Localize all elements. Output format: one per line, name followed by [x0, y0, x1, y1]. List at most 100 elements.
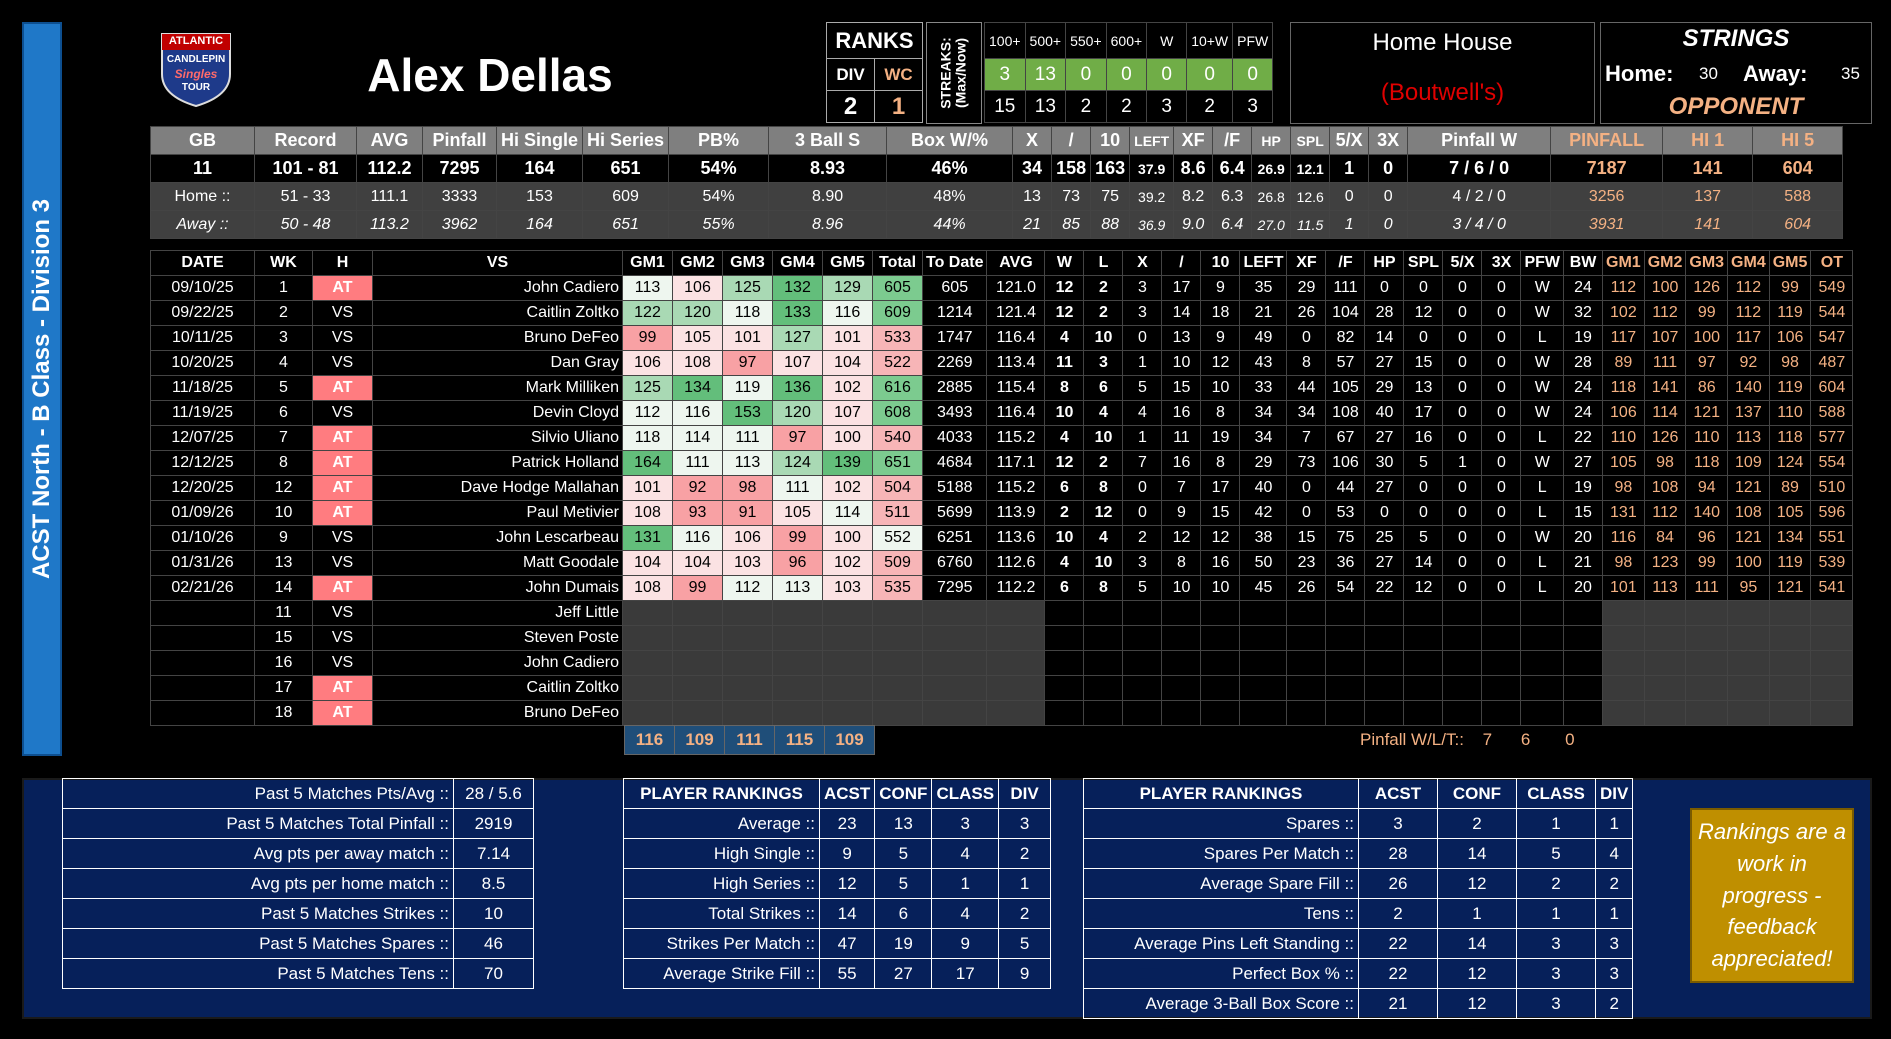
stats-total-cell: 101 - 81: [254, 154, 357, 183]
empty-cell: [822, 625, 873, 651]
empty-cell: [1602, 600, 1645, 626]
game-cell: 10/11/25: [150, 325, 255, 351]
rank-cell: 19: [874, 928, 933, 959]
game-cell: 126: [1643, 425, 1687, 451]
game-cell: 2: [1083, 275, 1124, 301]
game-cell: 0: [1481, 550, 1522, 576]
games-header-cell: GM1: [1602, 250, 1645, 276]
empty-cell: [1810, 625, 1854, 651]
games-header-cell: X: [1122, 250, 1163, 276]
empty-cell: [1520, 600, 1565, 626]
game-cell: 121.4: [986, 300, 1046, 326]
streak-now: 3: [1232, 90, 1274, 123]
game-cell: 19: [1563, 475, 1604, 501]
game-cell: 137: [1727, 400, 1770, 426]
stats-total-cell: 8.93: [768, 154, 888, 183]
game-cell: 112: [722, 575, 773, 601]
game-cell: 104: [1325, 300, 1366, 326]
rank-cell: 47: [818, 928, 876, 959]
empty-cell: [672, 675, 723, 701]
rank-cell: 3: [1358, 808, 1438, 839]
game-cell: VS: [312, 325, 373, 351]
game-cell: 12: [1200, 350, 1241, 376]
stats-home-cell: 48%: [886, 182, 1014, 211]
logo-line-3: Singles: [174, 67, 218, 81]
game-cell: 106: [672, 275, 723, 301]
game-cell: 0: [1481, 350, 1522, 376]
streak-header: 500+: [1024, 22, 1067, 59]
streak-now: 15: [984, 90, 1026, 123]
streak-header: W: [1146, 22, 1188, 59]
stats-home-cell: Home ::: [150, 182, 255, 211]
game-cell: 107: [772, 350, 823, 376]
empty-cell: [986, 675, 1046, 701]
streak-max: 0: [1232, 58, 1274, 91]
stats-header-cell: AVG: [356, 126, 423, 155]
rank-cell: Perfect Box % ::: [1083, 958, 1359, 989]
games-header-cell: GM4: [772, 250, 823, 276]
empty-cell: [1442, 650, 1483, 676]
game-cell: 29: [1239, 450, 1288, 476]
game-cell: 40: [1239, 475, 1288, 501]
rank-cell: 5: [1516, 838, 1596, 869]
game-row: 09/22/25 2 VS Caitlin Zoltko 122 120 118 133 116…: [150, 300, 1854, 326]
game-cell: 10: [254, 500, 313, 526]
stats-header-cell: HI 5: [1752, 126, 1844, 155]
game-cell: Patrick Holland: [372, 450, 623, 476]
game-cell: 125: [722, 275, 773, 301]
empty-cell: [1768, 600, 1812, 626]
empty-cell: [1727, 625, 1770, 651]
empty-cell: [1727, 600, 1770, 626]
empty-cell: [1685, 625, 1729, 651]
game-cell: VS: [312, 525, 373, 551]
empty-cell: [1200, 650, 1241, 676]
game-cell: 0: [1364, 500, 1405, 526]
game-cell: 101: [622, 475, 673, 501]
game-cell: 82: [1325, 325, 1366, 351]
game-cell: 98: [1643, 450, 1687, 476]
game-cell: 116: [822, 300, 873, 326]
empty-cell: [772, 675, 823, 701]
game-cell: 8: [1286, 350, 1327, 376]
past5-row: Past 5 Matches Strikes :: 10: [62, 898, 534, 929]
streak-now: 13: [1024, 90, 1067, 123]
stats-header-cell: LEFT: [1129, 126, 1175, 155]
empty-cell: [921, 650, 988, 676]
game-cell: 140: [1727, 375, 1770, 401]
streak-header: 10+W: [1186, 22, 1234, 59]
games-header-row: DATE WK H VS GM1 GM2 GM3 GM4 GM5 Total To Date AVG W…: [150, 250, 1854, 276]
empty-cell: [1602, 625, 1645, 651]
game-cell: 106: [1602, 400, 1645, 426]
game-cell: 9: [254, 525, 313, 551]
rank-cell: 3: [998, 808, 1052, 839]
stats-away-cell: Away ::: [150, 210, 255, 239]
stats-away-cell: 27.0: [1251, 210, 1292, 239]
game-cell: 15: [1200, 500, 1241, 526]
rank-cell: 1: [1437, 898, 1517, 929]
strings-panel: STRINGS Home: 30 Away: 35 OPPONENT: [1600, 22, 1872, 124]
rank-cell: 1: [1516, 898, 1596, 929]
game-row: 01/10/26 9 VS John Lescarbeau 131 116 106 99 100…: [150, 525, 1854, 551]
game-cell: 0: [1481, 575, 1522, 601]
game-cell: 89: [1602, 350, 1645, 376]
game-cell: 33: [1239, 375, 1288, 401]
game-cell: AT: [312, 425, 373, 451]
streak-header: 600+: [1105, 22, 1148, 59]
rank-cell: Average Strike Fill ::: [623, 958, 820, 989]
empty-cell: [872, 700, 923, 726]
rank-header-cell: CONF: [1437, 778, 1517, 809]
game-cell: 9: [1200, 325, 1241, 351]
game-cell: 0: [1442, 350, 1483, 376]
game-cell: 43: [1239, 350, 1288, 376]
empty-cell: [622, 675, 673, 701]
game-cell: 0: [1122, 475, 1163, 501]
past5-row: Avg pts per away match :: 7.14: [62, 838, 534, 869]
empty-cell: [1403, 600, 1444, 626]
division-label: ACST North - B Class - Division 3: [28, 198, 55, 580]
upcoming-cell: [150, 600, 255, 626]
streak-header: PFW: [1232, 22, 1274, 59]
tour-logo: ATLANTIC CANDLEPIN Singles TOUR: [158, 30, 234, 108]
stats-total-cell: 34: [1012, 154, 1053, 183]
rank-cell: 9: [931, 928, 1000, 959]
game-cell: 111: [1643, 350, 1687, 376]
